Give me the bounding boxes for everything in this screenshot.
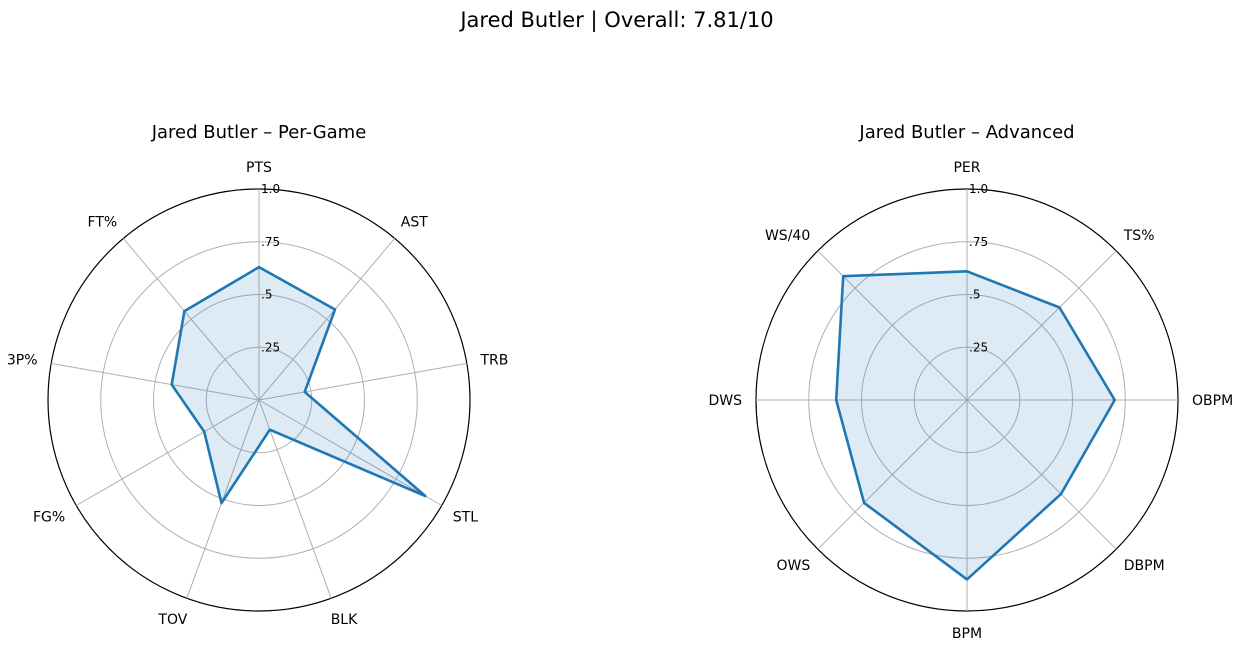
category-label-ft-pct: FT% <box>88 215 118 231</box>
grid-spoke <box>258 238 396 401</box>
radial-tick-label: .25 <box>261 340 280 354</box>
category-label-tov: TOV <box>157 612 187 628</box>
category-label-ast: AST <box>401 215 428 231</box>
category-label-blk: BLK <box>331 612 358 628</box>
figure-title: Jared Butler | Overall: 7.81/10 <box>460 8 774 32</box>
grid-spoke <box>258 399 332 599</box>
grid-spoke <box>76 399 260 506</box>
category-label-stl: STL <box>453 510 478 526</box>
grid-spoke <box>258 399 442 506</box>
series-area <box>171 267 426 504</box>
grid-spoke <box>122 238 260 401</box>
radial-tick-label: .75 <box>261 235 280 249</box>
series-line <box>170 265 427 505</box>
category-label-trb: TRB <box>479 353 508 369</box>
axes-title: Jared Butler – Per-Game <box>151 122 367 143</box>
category-label-pts: PTS <box>246 160 272 176</box>
grid-spoke <box>51 362 260 401</box>
category-label-fg-pct: FG% <box>33 510 65 526</box>
radial-tick-label: .5 <box>261 288 272 302</box>
radial-tick-label: 1.0 <box>261 182 280 196</box>
grid-spoke <box>258 362 467 401</box>
category-label-3p-pct: 3P% <box>7 353 38 369</box>
